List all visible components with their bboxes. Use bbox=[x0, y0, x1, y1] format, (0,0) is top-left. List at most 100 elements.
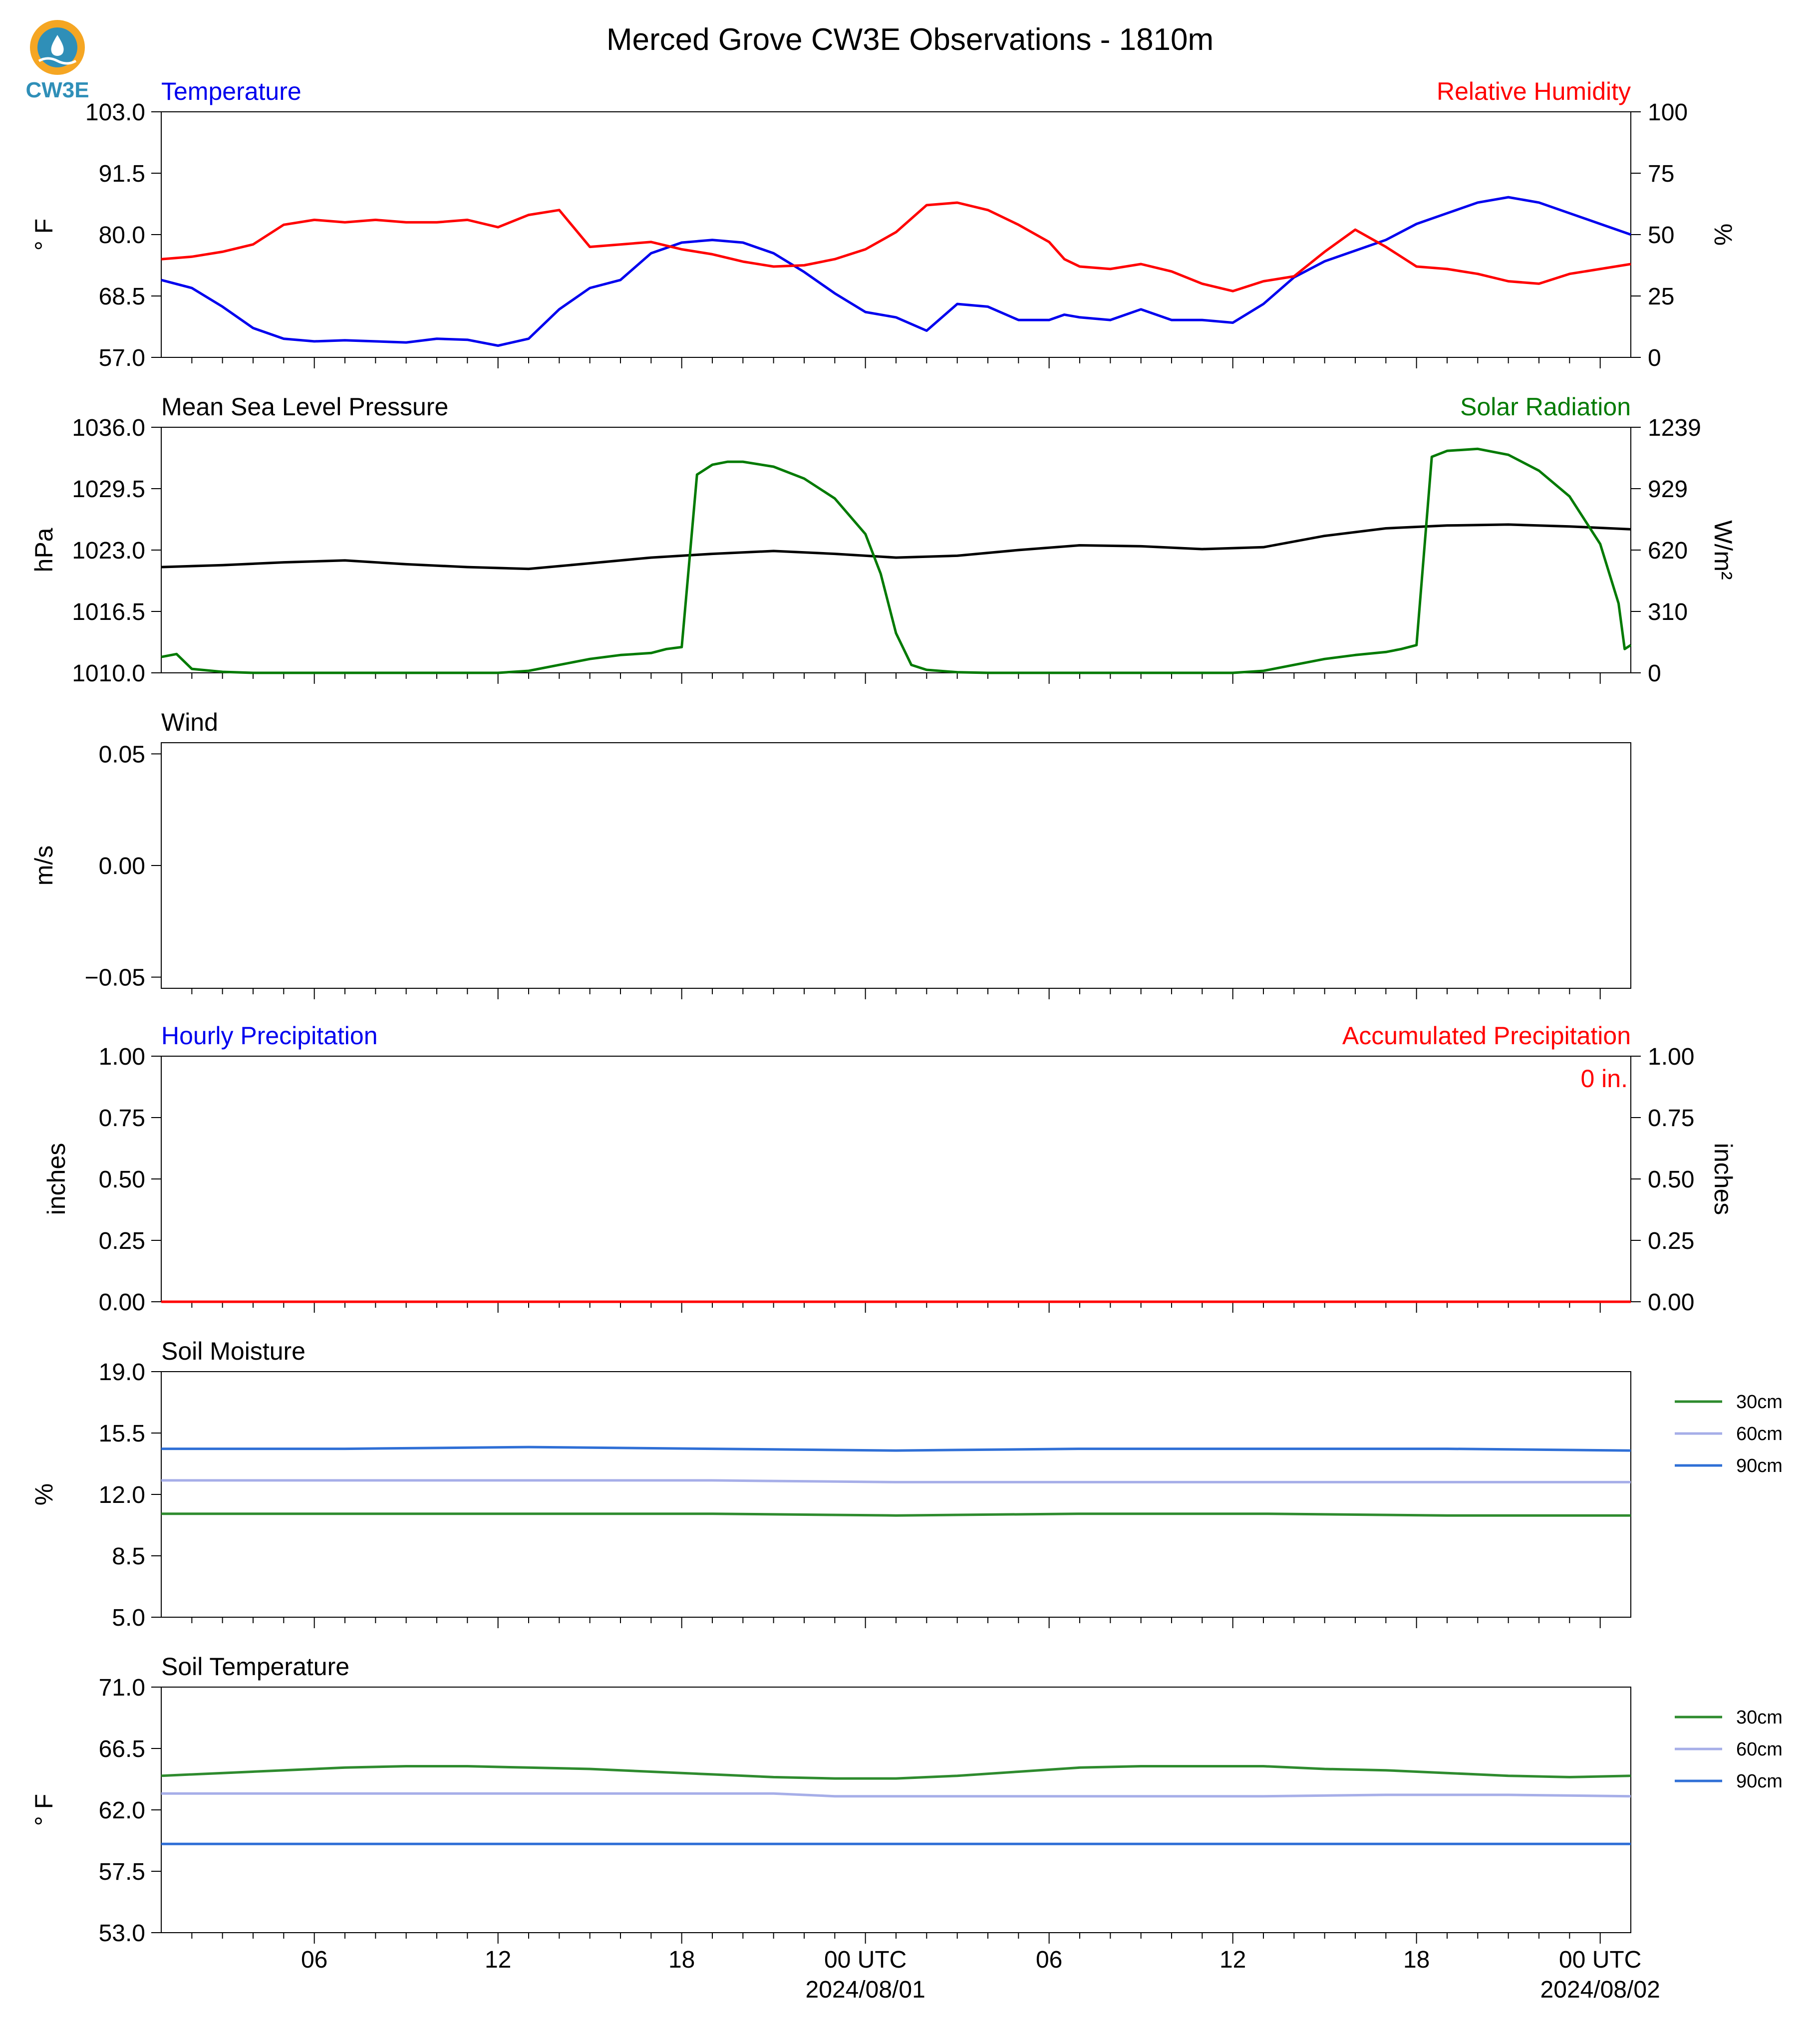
panel-title-left: Soil Temperature bbox=[161, 1653, 349, 1681]
y-left-tick-label: 0.75 bbox=[99, 1105, 145, 1132]
panel-title-left: Hourly Precipitation bbox=[161, 1022, 378, 1050]
y-left-tick-label: 53.0 bbox=[99, 1920, 145, 1947]
legend: 30cm 60cm 90cm bbox=[1675, 1707, 1783, 1792]
panel-title-right: Accumulated Precipitation bbox=[1342, 1022, 1631, 1050]
panel-title-left: Temperature bbox=[161, 77, 302, 105]
y-left-axis-label: % bbox=[30, 1483, 58, 1505]
chart-panels: 57.0 68.5 80.0 91.5 103.0 0 25 50 75 100 Temperatu… bbox=[30, 77, 1783, 1947]
panel-title-left: Mean Sea Level Pressure bbox=[161, 393, 448, 421]
y-left-tick-label: 1016.5 bbox=[72, 599, 145, 625]
x-axis: 06 12 18 00 UTC 06 12 18 00 UTC 2024/08/01 2024/0… bbox=[301, 1947, 1660, 2003]
y-left-tick-label: 57.5 bbox=[99, 1859, 145, 1885]
x-tick-label: 18 bbox=[668, 1947, 695, 1973]
y-left-tick-label: 80.0 bbox=[99, 222, 145, 249]
x-tick-label: 12 bbox=[485, 1947, 511, 1973]
y-left-tick-label: 8.5 bbox=[112, 1543, 145, 1570]
x-tick-label: 00 UTC bbox=[824, 1947, 907, 1973]
x-tick-label: 06 bbox=[301, 1947, 327, 1973]
series-line-90cm bbox=[161, 1446, 1631, 1452]
y-right-tick-label: 0.50 bbox=[1648, 1166, 1694, 1193]
series-line-mean_sea_level_pressure bbox=[161, 523, 1631, 571]
y-left-tick-label: 0.00 bbox=[99, 1289, 145, 1316]
y-left-tick-label: 103.0 bbox=[85, 99, 145, 126]
y-left-tick-label: 62.0 bbox=[99, 1797, 145, 1824]
panel-soil_temperature: 53.0 57.5 62.0 66.5 71.0 Soil Temperature ° F 3… bbox=[30, 1653, 1783, 1947]
y-right-tick-label: 25 bbox=[1648, 284, 1674, 310]
y-right-tick-label: 929 bbox=[1648, 476, 1688, 503]
y-left-tick-label: 1023.0 bbox=[72, 538, 145, 564]
y-right-tick-label: 1239 bbox=[1648, 415, 1701, 441]
y-left-tick-label: 0.50 bbox=[99, 1166, 145, 1193]
series-line-30cm bbox=[161, 1512, 1631, 1517]
y-right-axis-label: W/m² bbox=[1709, 520, 1737, 579]
legend-entry: 60cm bbox=[1736, 1739, 1783, 1760]
legend: 30cm 60cm 90cm bbox=[1675, 1392, 1783, 1476]
series-line-solar_radiation bbox=[161, 447, 1632, 674]
y-right-tick-label: 0 bbox=[1648, 345, 1661, 371]
x-tick-label: 12 bbox=[1219, 1947, 1246, 1973]
y-right-tick-label: 50 bbox=[1648, 222, 1674, 249]
y-left-tick-label: 0.25 bbox=[99, 1228, 145, 1254]
panel-precip: 0.00 0.25 0.50 0.75 1.00 0.00 0.25 0.50 0.75 1.00… bbox=[42, 1022, 1737, 1316]
y-left-tick-label: 71.0 bbox=[99, 1675, 145, 1701]
y-right-tick-label: 75 bbox=[1648, 161, 1674, 187]
y-left-tick-label: 1029.5 bbox=[72, 476, 145, 503]
logo-text: CW3E bbox=[25, 78, 89, 102]
y-right-axis-label: % bbox=[1709, 224, 1737, 246]
y-right-axis-label: inches bbox=[1709, 1143, 1737, 1215]
panel-soil_moisture: 5.0 8.5 12.0 15.5 19.0 Soil Moisture% 30cm 60cm… bbox=[30, 1337, 1783, 1631]
series-line-60cm bbox=[161, 1479, 1631, 1483]
panel-wind: −0.05 0.00 0.05 Wind m/s bbox=[30, 708, 1631, 999]
y-left-tick-label: 15.5 bbox=[99, 1421, 145, 1447]
x-tick-label: 06 bbox=[1036, 1947, 1062, 1973]
y-left-tick-label: 57.0 bbox=[99, 345, 145, 371]
cw3e-logo: CW3E bbox=[25, 20, 89, 102]
legend-entry: 30cm bbox=[1736, 1392, 1783, 1413]
y-left-tick-label: 0.05 bbox=[99, 741, 145, 768]
y-right-tick-label: 0.75 bbox=[1648, 1105, 1694, 1132]
y-left-tick-label: 91.5 bbox=[99, 161, 145, 187]
y-right-tick-label: 0 bbox=[1648, 660, 1661, 687]
y-left-tick-label: 0.00 bbox=[99, 853, 145, 879]
logo-wave bbox=[38, 57, 77, 65]
legend-entry: 30cm bbox=[1736, 1707, 1783, 1728]
y-left-tick-label: 19.0 bbox=[99, 1359, 145, 1386]
series-line-temperature bbox=[161, 196, 1631, 347]
x-tick-label: 18 bbox=[1403, 1947, 1430, 1973]
legend-entry: 90cm bbox=[1736, 1771, 1783, 1792]
y-left-axis-label: m/s bbox=[30, 846, 58, 886]
y-left-tick-label: 68.5 bbox=[99, 284, 145, 310]
series-line-60cm bbox=[161, 1792, 1631, 1798]
legend-entry: 60cm bbox=[1736, 1424, 1783, 1445]
y-right-tick-label: 620 bbox=[1648, 538, 1688, 564]
y-right-tick-label: 0.25 bbox=[1648, 1228, 1694, 1254]
panel-temp_rh: 57.0 68.5 80.0 91.5 103.0 0 25 50 75 100 Temperatu… bbox=[30, 77, 1737, 371]
figure-title: Merced Grove CW3E Observations - 1810m bbox=[607, 22, 1213, 57]
y-left-tick-label: 12.0 bbox=[99, 1482, 145, 1508]
panel-title-right: Relative Humidity bbox=[1437, 77, 1631, 105]
y-left-axis-label: ° F bbox=[30, 1794, 58, 1826]
y-right-tick-label: 100 bbox=[1648, 99, 1688, 126]
y-left-tick-label: 66.5 bbox=[99, 1736, 145, 1762]
y-left-axis-label: inches bbox=[42, 1143, 70, 1215]
y-left-tick-label: 1036.0 bbox=[72, 415, 145, 441]
panel-title-left: Soil Moisture bbox=[161, 1337, 305, 1365]
x-date-label: 2024/08/02 bbox=[1540, 1977, 1660, 2003]
legend-entry: 90cm bbox=[1736, 1455, 1783, 1476]
series-line-relative_humidity bbox=[161, 201, 1631, 292]
y-right-tick-label: 1.00 bbox=[1648, 1044, 1694, 1070]
panel-title-left: Wind bbox=[161, 708, 218, 736]
panel-pressure_solar: 1010.0 1016.5 1023.0 1029.5 1036.0 0 310 620 929… bbox=[30, 393, 1737, 687]
x-date-label: 2024/08/01 bbox=[806, 1977, 925, 2003]
y-left-tick-label: 1.00 bbox=[99, 1044, 145, 1070]
water-drop-icon bbox=[51, 35, 64, 56]
panel-title-right: Solar Radiation bbox=[1460, 393, 1631, 421]
y-right-tick-label: 0.00 bbox=[1648, 1289, 1694, 1316]
y-left-tick-label: −0.05 bbox=[85, 965, 145, 991]
y-left-tick-label: 5.0 bbox=[112, 1605, 145, 1631]
accumulated-total-label: 0 in. bbox=[1580, 1065, 1628, 1093]
y-left-tick-label: 1010.0 bbox=[72, 660, 145, 687]
series-line-30cm bbox=[161, 1765, 1631, 1780]
